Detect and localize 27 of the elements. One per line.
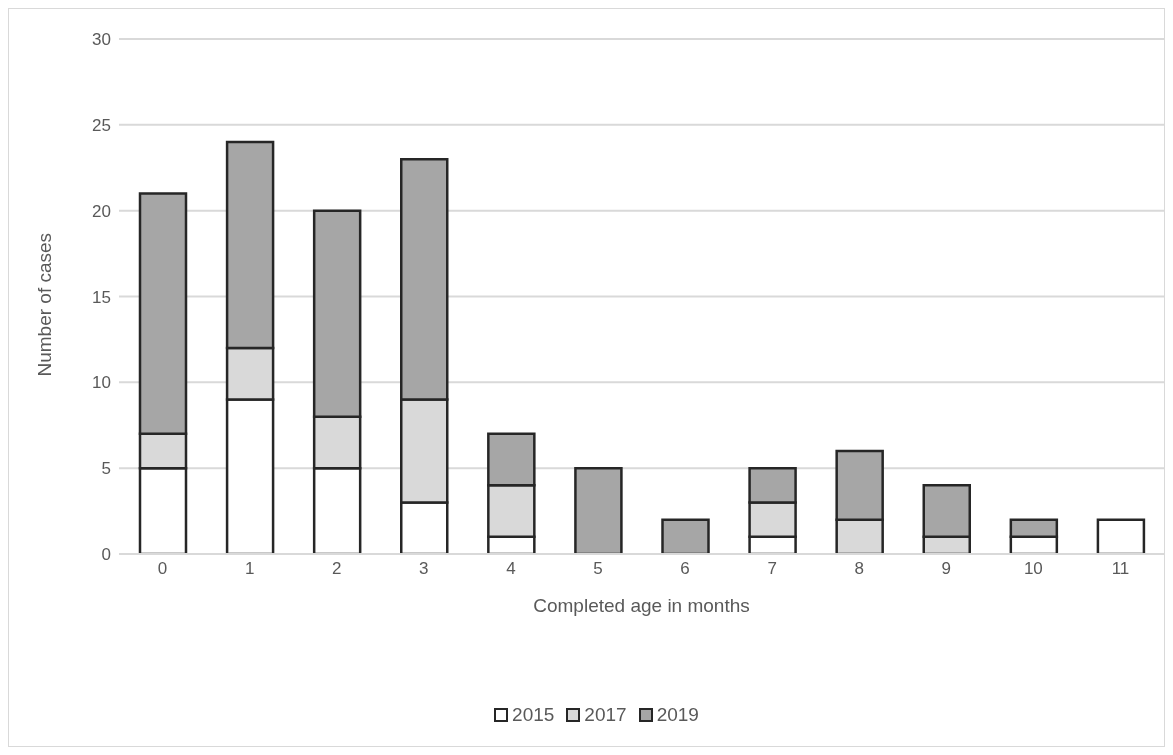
y-tick-label: 0 bbox=[101, 545, 111, 565]
x-tick-label: 2 bbox=[331, 559, 342, 579]
x-tick-label: 8 bbox=[854, 559, 864, 579]
y-axis-title: Number of cases bbox=[33, 232, 55, 377]
bar bbox=[1096, 518, 1146, 554]
y-tick-label: 30 bbox=[92, 30, 111, 50]
y-tick-label: 25 bbox=[92, 115, 111, 135]
x-tick-label: 0 bbox=[157, 559, 168, 579]
legend-label: 2017 bbox=[584, 704, 627, 726]
legend-label: 2019 bbox=[656, 704, 699, 726]
x-tick-label: 3 bbox=[419, 559, 429, 579]
x-tick-label: 5 bbox=[593, 559, 603, 579]
x-tick-label: 10 bbox=[1023, 559, 1043, 579]
y-tick-label: 20 bbox=[92, 201, 111, 221]
x-tick-label: 9 bbox=[941, 559, 952, 579]
x-tick-label: 6 bbox=[680, 559, 690, 579]
bar bbox=[661, 518, 710, 554]
x-tick-label: 11 bbox=[1111, 559, 1130, 579]
x-tick-label: 1 bbox=[244, 559, 255, 579]
x-tick-label: 4 bbox=[506, 559, 516, 579]
bar bbox=[574, 466, 623, 554]
x-tick-label: 7 bbox=[767, 559, 777, 579]
y-tick-label: 15 bbox=[92, 287, 111, 307]
x-axis-title: Completed age in months bbox=[533, 595, 750, 617]
legend-label: 2015 bbox=[512, 704, 555, 726]
y-tick-label: 5 bbox=[101, 459, 111, 479]
y-tick-label: 10 bbox=[92, 373, 111, 393]
